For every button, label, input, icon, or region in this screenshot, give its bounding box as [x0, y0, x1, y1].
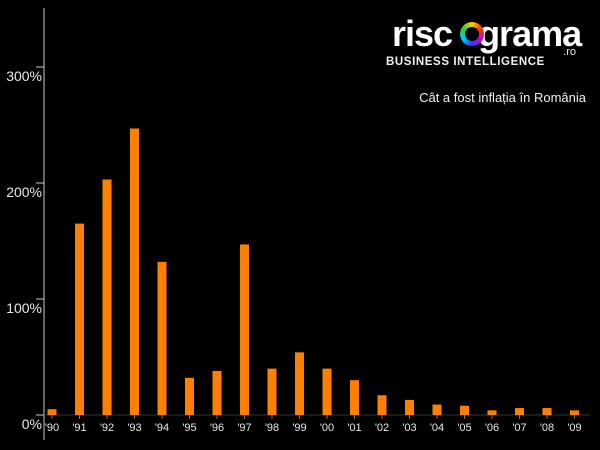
x-tick-label: '07 — [512, 422, 526, 434]
x-tick-label: '92 — [100, 422, 114, 434]
bar — [130, 128, 139, 416]
bars — [47, 128, 579, 416]
x-tick-label: '08 — [540, 422, 554, 434]
y-tick-label: 0% — [22, 416, 42, 432]
bar — [377, 395, 387, 415]
x-tick-label: '93 — [127, 422, 141, 434]
logo-wordmark: risc grama — [392, 13, 582, 54]
x-tick-label: '99 — [292, 422, 306, 434]
x-tick-label: '97 — [237, 422, 251, 434]
bar — [405, 399, 414, 415]
bar — [185, 377, 194, 415]
chart-title: Cât a fost inflația în România — [419, 90, 586, 105]
x-tick-label: '91 — [72, 422, 86, 434]
bar — [47, 409, 57, 415]
bar — [542, 408, 552, 415]
x-tick-labels: '90 '91 '92 '93 '94 '95 '96 '97 '98 '99 '00 '01 '02 '… — [45, 422, 582, 434]
bar — [212, 370, 222, 415]
x-tick-label: '96 — [210, 422, 224, 434]
logo-suffix: .ro — [563, 46, 576, 58]
bar — [570, 410, 579, 415]
x-tick-label: '09 — [567, 422, 581, 434]
x-tick-label: '06 — [485, 422, 499, 434]
x-tick-label: '05 — [457, 422, 471, 434]
bar — [240, 244, 249, 415]
x-tick-label: '03 — [402, 422, 416, 434]
logo-tagline: BUSINESS INTELLIGENCE — [386, 56, 545, 68]
bar — [487, 410, 497, 415]
x-tick-label: '01 — [347, 422, 361, 434]
bar — [350, 380, 359, 415]
x-tick-label: '95 — [182, 422, 196, 434]
x-tick-label: '02 — [375, 422, 389, 434]
bar — [102, 179, 112, 415]
logo-ring-icon — [460, 22, 484, 46]
x-tick-label: '04 — [430, 422, 444, 434]
bar — [295, 352, 304, 415]
x-tick-label: '98 — [265, 422, 279, 434]
bar — [75, 223, 84, 415]
y-tick-label: 200% — [6, 184, 42, 200]
bar — [157, 261, 167, 415]
x-tick-label: '90 — [45, 422, 59, 434]
bar — [267, 368, 277, 415]
x-tick-label: '00 — [320, 422, 334, 434]
x-tick-label: '94 — [155, 422, 169, 434]
bar — [432, 404, 442, 415]
bar — [460, 405, 469, 415]
bar — [515, 408, 524, 415]
bar — [322, 368, 332, 415]
y-tick-label: 300% — [6, 68, 42, 84]
y-tick-label: 100% — [6, 300, 42, 316]
y-tick-labels: 0% 100% 200% 300% — [6, 68, 42, 432]
riscograma-logo: risc grama .ro BUSINESS INTELLIGENCE — [386, 14, 586, 74]
